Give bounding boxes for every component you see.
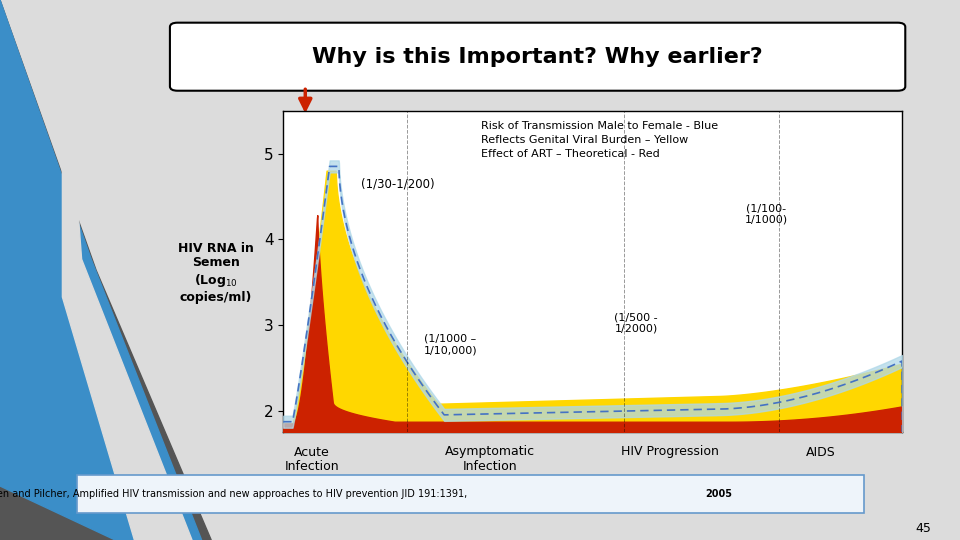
Text: (1/100-
1/1000): (1/100- 1/1000)	[745, 203, 788, 225]
Text: Acute
Infection: Acute Infection	[285, 446, 339, 474]
FancyBboxPatch shape	[170, 23, 905, 91]
Text: AIDS: AIDS	[806, 446, 835, 458]
Text: (1/1000 –
1/10,000): (1/1000 – 1/10,000)	[423, 334, 477, 355]
Text: HIV Progression: HIV Progression	[621, 446, 719, 458]
Text: Asymptomatic
Infection: Asymptomatic Infection	[444, 446, 535, 474]
Polygon shape	[0, 0, 211, 540]
Text: (1/30-1/200): (1/30-1/200)	[361, 178, 434, 191]
Text: 45: 45	[915, 522, 931, 535]
Text: Why is this Important? Why earlier?: Why is this Important? Why earlier?	[312, 46, 763, 67]
Text: Cohen and Pilcher, Amplified HIV transmission and new approaches to HIV preventi: Cohen and Pilcher, Amplified HIV transmi…	[0, 489, 470, 499]
Text: HIV RNA in
Semen
(Log$_{10}$
copies/ml): HIV RNA in Semen (Log$_{10}$ copies/ml)	[178, 241, 254, 304]
Text: Risk of Transmission Male to Female - Blue
Reflects Genital Viral Burden – Yello: Risk of Transmission Male to Female - Bl…	[481, 121, 718, 159]
Polygon shape	[0, 0, 202, 540]
Text: 2005: 2005	[706, 489, 732, 499]
Text: (1/500 -
1/2000): (1/500 - 1/2000)	[614, 312, 658, 334]
FancyBboxPatch shape	[77, 475, 864, 513]
Polygon shape	[62, 0, 192, 540]
